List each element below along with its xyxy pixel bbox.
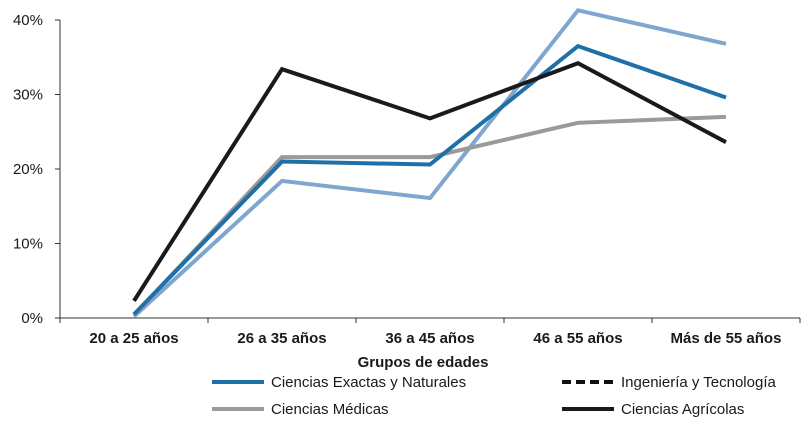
y-axis: 0% 10% 20% 30% 40% xyxy=(13,12,61,327)
x-axis: 20 a 25 años 26 a 35 años 36 a 45 años 46 a… xyxy=(59,317,801,347)
series-line-3 xyxy=(132,61,727,302)
legend-label: Ciencias Exactas y Naturales xyxy=(271,374,466,391)
series-line-2 xyxy=(132,114,727,317)
legend-label: Ciencias Agrícolas xyxy=(621,401,744,418)
legend: Ciencias Exactas y Naturales Ingeniería y… xyxy=(212,374,776,418)
series-line-0 xyxy=(132,43,727,316)
x-axis-title: Grupos de edades xyxy=(358,354,489,371)
y-tick-label: 0% xyxy=(21,310,43,327)
series-lines xyxy=(132,8,727,318)
y-tick-label: 10% xyxy=(13,236,43,253)
legend-label: Ingeniería y Tecnología xyxy=(621,374,776,391)
x-tick-label: 20 a 25 años xyxy=(89,330,178,347)
x-tick-label: 46 a 55 años xyxy=(533,330,622,347)
y-tick-label: 20% xyxy=(13,161,43,178)
x-tick-label: Más de 55 años xyxy=(671,330,782,347)
x-tick-label: 36 a 45 años xyxy=(385,330,474,347)
legend-label: Ciencias Médicas xyxy=(271,401,389,418)
y-tick-label: 40% xyxy=(13,12,43,29)
y-tick-label: 30% xyxy=(13,87,43,104)
x-tick-label: 26 a 35 años xyxy=(237,330,326,347)
